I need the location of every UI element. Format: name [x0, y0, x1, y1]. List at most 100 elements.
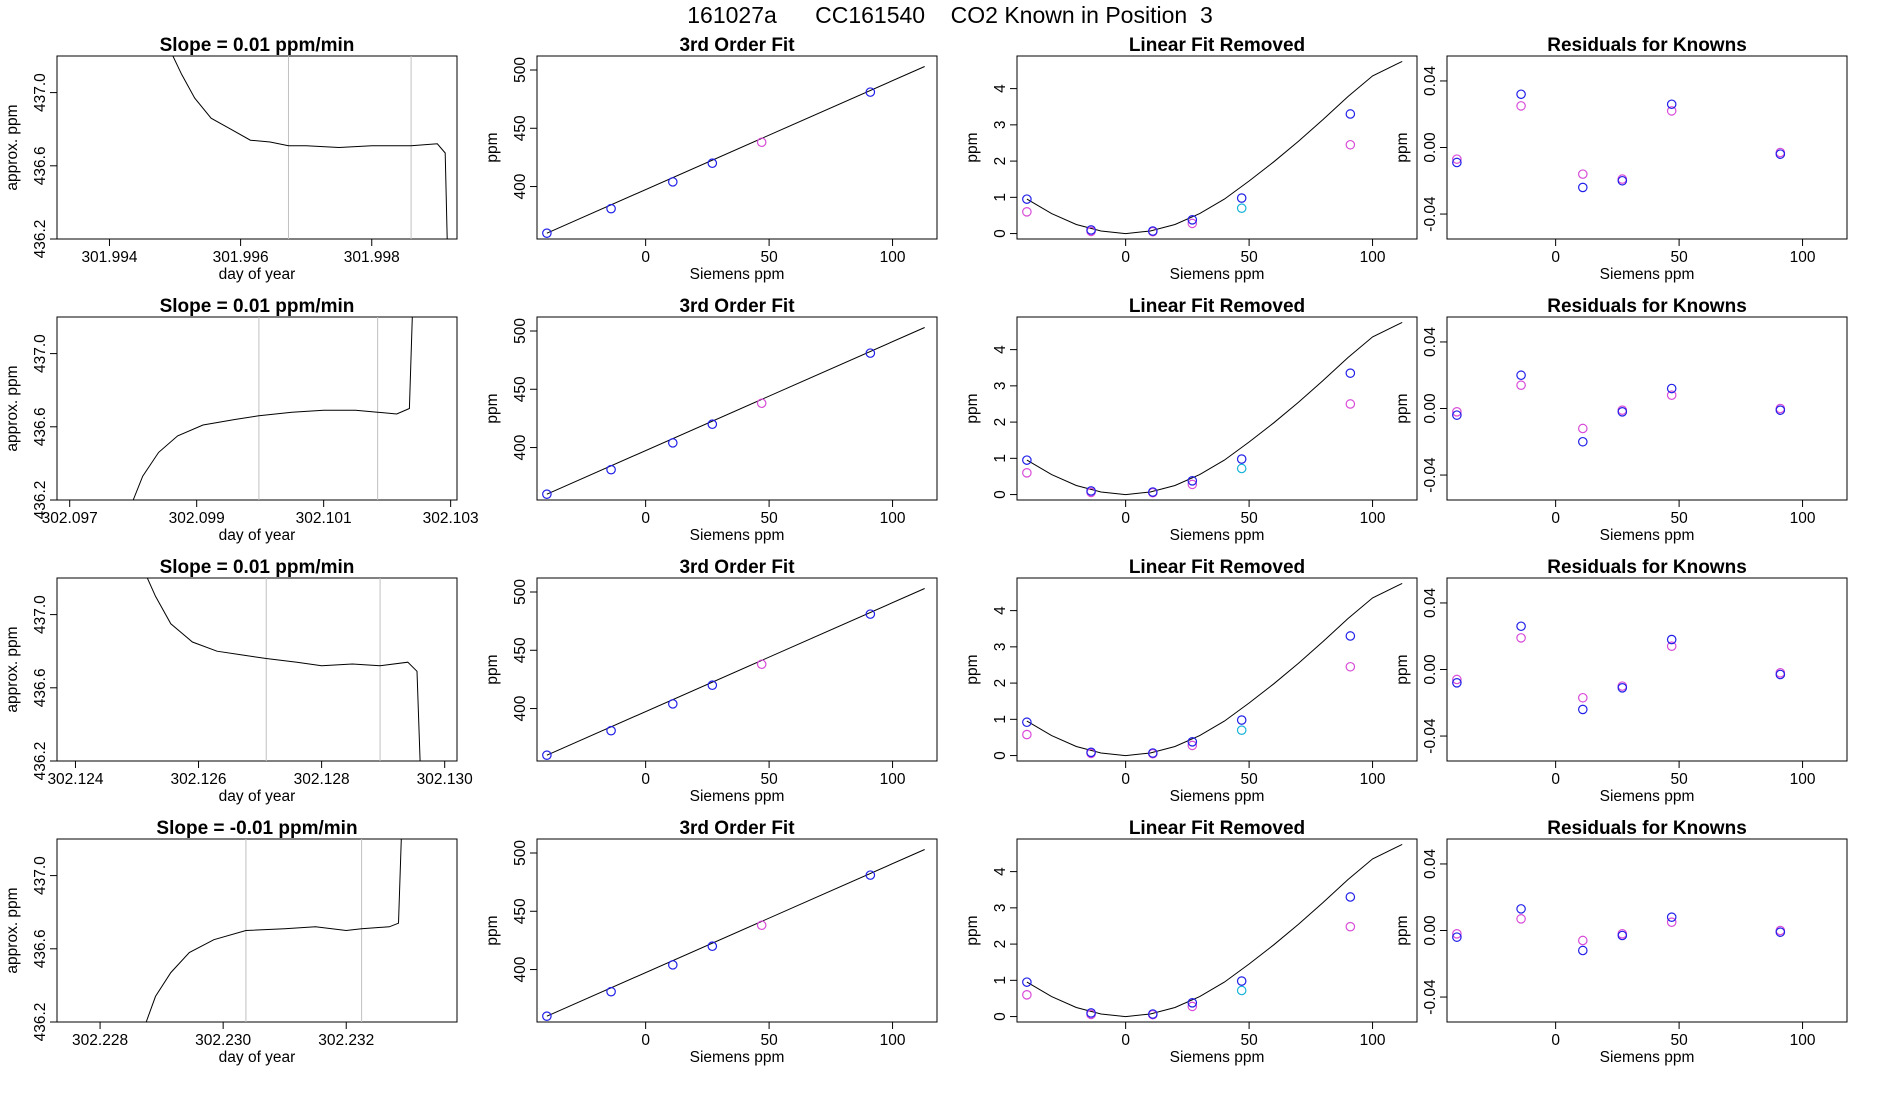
- x-axis-label: day of year: [219, 527, 296, 544]
- plot-area: [542, 588, 925, 760]
- x-tick-label: 50: [1670, 1032, 1688, 1049]
- fit-curve: [1026, 582, 1403, 757]
- plot-frame: [1016, 55, 1418, 240]
- panel-13: Slope = -0.01 ppm/min 302.228 302.230 302.2…: [4, 818, 458, 1066]
- x-tick-label: 50: [1240, 249, 1258, 266]
- x-tick-label: 302.230: [195, 1032, 251, 1049]
- panel-title: Slope = -0.01 ppm/min: [156, 818, 357, 839]
- panel-8: Residuals for Knowns 0 50 100 -0.04 0.00 0.04 S…: [1394, 296, 1848, 544]
- data-point: [1022, 990, 1032, 1000]
- x-tick-label: 0: [1121, 771, 1130, 788]
- x-axis-label: day of year: [219, 1049, 296, 1066]
- x-tick-label: 50: [1670, 771, 1688, 788]
- data-point: [1086, 225, 1096, 235]
- data-point: [1187, 740, 1198, 751]
- y-axis-label: ppm: [1394, 132, 1411, 162]
- plot-frame: [1016, 577, 1418, 762]
- x-axis-label: Siemens ppm: [1600, 527, 1695, 544]
- y-tick-label: 450: [512, 637, 529, 663]
- data-point: [1022, 194, 1032, 204]
- x-tick-label: 302.126: [171, 771, 227, 788]
- x-axis-label: Siemens ppm: [1600, 1049, 1695, 1066]
- y-tick-label: 1: [992, 454, 1009, 463]
- x-axis-label: Siemens ppm: [1170, 527, 1265, 544]
- x-axis-label: Siemens ppm: [690, 266, 785, 283]
- x-axis-label: Siemens ppm: [1170, 1049, 1265, 1066]
- y-tick-label: 0.00: [1422, 393, 1439, 424]
- data-point: [1236, 725, 1247, 735]
- x-tick-label: 50: [1240, 510, 1258, 527]
- data-point: [1775, 405, 1786, 415]
- data-point: [1775, 927, 1786, 937]
- y-tick-label: 400: [512, 695, 529, 721]
- x-tick-label: 0: [1121, 249, 1130, 266]
- y-tick-label: 3: [992, 121, 1009, 130]
- plot-frame: [56, 316, 458, 501]
- plot-area: [1452, 904, 1786, 956]
- data-point: [1617, 175, 1628, 186]
- concentration-trace: [132, 317, 413, 500]
- plot-area: [542, 849, 925, 1021]
- fit-curve: [1026, 843, 1403, 1018]
- data-point: [1022, 729, 1032, 740]
- x-tick-label: 50: [1670, 249, 1688, 266]
- y-tick-label: 2: [992, 418, 1009, 427]
- data-point: [1022, 717, 1032, 728]
- plot-area: [1022, 582, 1403, 759]
- plot-frame: [536, 577, 938, 762]
- panel-title: Linear Fit Removed: [1129, 296, 1305, 317]
- y-tick-label: 437.0: [32, 73, 49, 112]
- x-axis-label: Siemens ppm: [1170, 788, 1265, 805]
- data-point: [1148, 1009, 1158, 1019]
- y-tick-label: 450: [512, 115, 529, 141]
- data-point: [1617, 682, 1628, 693]
- figure-title: 161027a CC161540 CO2 Known in Position 3: [0, 2, 1900, 29]
- x-tick-label: 0: [1121, 510, 1130, 527]
- x-tick-label: 301.998: [344, 249, 400, 266]
- data-point: [865, 348, 876, 358]
- x-axis-label: day of year: [219, 788, 296, 805]
- plot-area: [542, 66, 925, 238]
- y-axis-label: ppm: [484, 654, 501, 684]
- x-tick-label: 100: [1790, 771, 1816, 788]
- y-tick-label: 400: [512, 956, 529, 982]
- data-point: [1666, 390, 1677, 400]
- x-tick-label: 0: [641, 510, 650, 527]
- data-point: [1516, 621, 1526, 632]
- plot-frame: [56, 838, 458, 1023]
- plot-frame: [536, 838, 938, 1023]
- data-point: [865, 870, 876, 880]
- data-point: [1775, 669, 1786, 680]
- plot-area: [146, 578, 421, 761]
- y-tick-label: 437.0: [32, 595, 49, 634]
- data-point: [1345, 892, 1356, 902]
- y-tick-label: 436.2: [32, 220, 49, 259]
- x-tick-label: 100: [880, 771, 906, 788]
- y-tick-label: 436.6: [32, 929, 49, 968]
- data-point: [606, 986, 616, 997]
- data-point: [1578, 182, 1588, 193]
- y-axis-label: ppm: [1394, 654, 1411, 684]
- plot-frame: [56, 577, 458, 762]
- data-point: [1345, 399, 1356, 409]
- data-point: [1236, 193, 1247, 203]
- x-tick-label: 50: [1240, 1032, 1258, 1049]
- data-point: [1187, 214, 1198, 225]
- y-tick-label: 437.0: [32, 856, 49, 895]
- x-tick-label: 100: [1360, 1032, 1386, 1049]
- panel-4: Residuals for Knowns 0 50 100 -0.04 0.00 0.04 S…: [1394, 35, 1848, 283]
- x-tick-label: 302.101: [296, 510, 352, 527]
- x-tick-label: 0: [1551, 771, 1560, 788]
- data-point: [668, 699, 678, 709]
- x-tick-label: 50: [760, 771, 778, 788]
- y-axis-label: ppm: [484, 132, 501, 162]
- data-point: [1148, 748, 1158, 758]
- data-point: [1022, 207, 1032, 217]
- data-point: [1516, 380, 1526, 391]
- fit-line: [546, 66, 925, 234]
- data-point: [1666, 641, 1677, 652]
- x-tick-label: 302.124: [47, 771, 103, 788]
- data-point: [1578, 436, 1588, 447]
- x-tick-label: 0: [1121, 1032, 1130, 1049]
- y-tick-label: 1: [992, 976, 1009, 985]
